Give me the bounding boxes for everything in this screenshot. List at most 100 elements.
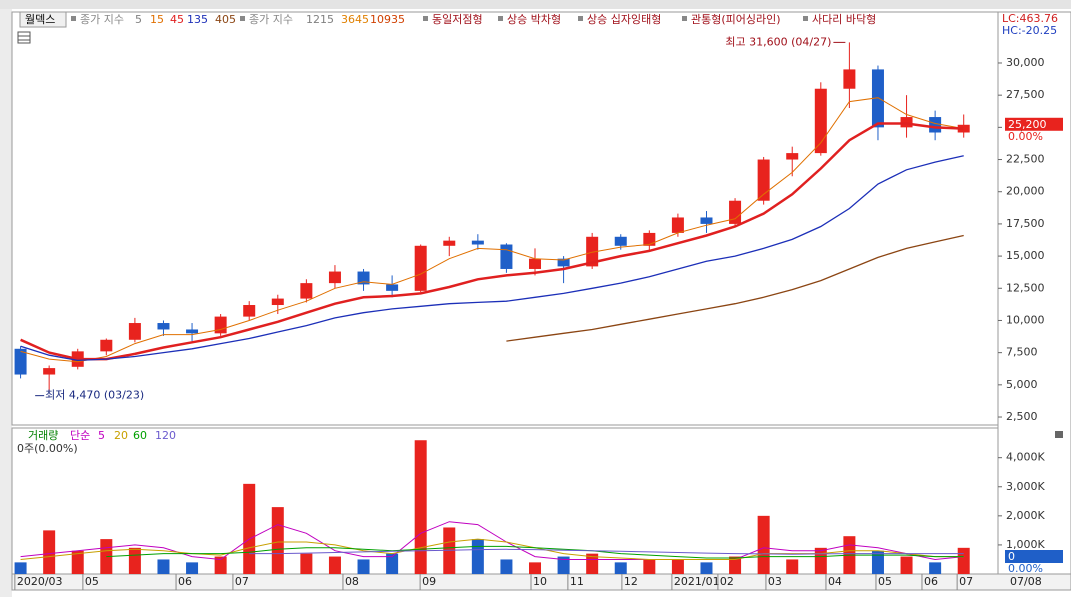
x-tick-label: 04 bbox=[828, 575, 842, 588]
low-note: 최저 4,470 (03/23) bbox=[45, 389, 144, 402]
candle-body bbox=[100, 339, 113, 352]
volume-change: 0.00% bbox=[1008, 562, 1043, 575]
right-axis bbox=[997, 11, 1071, 575]
candle-body bbox=[586, 236, 599, 267]
candle-body bbox=[300, 283, 313, 299]
volume-bar bbox=[586, 553, 599, 574]
moving-average bbox=[506, 234, 964, 342]
candle-body bbox=[157, 323, 170, 330]
x-tick-label: 07 bbox=[959, 575, 973, 588]
last-price-label: 25,200 bbox=[1008, 118, 1047, 131]
candle-body bbox=[500, 244, 513, 269]
candle-body bbox=[243, 305, 256, 317]
volume-bar bbox=[643, 559, 656, 574]
volume-bar bbox=[557, 556, 570, 574]
x-tick-label: 02 bbox=[720, 575, 734, 588]
candle-body bbox=[614, 236, 627, 246]
candle-body bbox=[443, 240, 456, 246]
legend-entry: 3645 bbox=[341, 13, 369, 26]
candle-body bbox=[43, 368, 56, 375]
volume-bar bbox=[14, 562, 27, 574]
volume-y-tick-label: 3,000K bbox=[1006, 480, 1045, 493]
volume-bar bbox=[300, 553, 313, 574]
candle-body bbox=[357, 271, 370, 285]
volume-bar bbox=[243, 483, 256, 574]
volume-y-tick-label: 4,000K bbox=[1006, 451, 1045, 464]
volume-last-tag bbox=[1005, 550, 1063, 563]
stock-name: 월덱스 bbox=[25, 13, 55, 26]
pattern-marker bbox=[803, 16, 808, 21]
moving-average bbox=[20, 122, 964, 361]
candle-body bbox=[729, 200, 742, 224]
y-tick-label: 20,000 bbox=[1006, 185, 1045, 198]
volume-legend-entry: 60 bbox=[133, 429, 147, 442]
volume-bar bbox=[614, 562, 627, 574]
volume-last-label: 0 bbox=[1008, 550, 1015, 563]
date-bar bbox=[11, 573, 1071, 591]
candle-body bbox=[814, 88, 827, 154]
y-tick-label: 12,500 bbox=[1006, 281, 1045, 294]
candle-body bbox=[786, 153, 799, 160]
y-tick-label: 2,500 bbox=[1006, 410, 1038, 423]
candle-body bbox=[14, 348, 27, 375]
volume-bar bbox=[471, 539, 484, 574]
x-tick-label: 09 bbox=[422, 575, 436, 588]
volume-bar bbox=[71, 550, 84, 574]
y-tick-label: 15,000 bbox=[1006, 249, 1045, 262]
volume-bar bbox=[128, 547, 141, 574]
volume-status: 0주(0.00%) bbox=[17, 442, 78, 455]
high-note: 최고 31,600 (04/27) bbox=[725, 35, 831, 48]
volume-bar bbox=[729, 556, 742, 574]
volume-label: 거래량 bbox=[28, 429, 58, 442]
y-tick-label: 5,000 bbox=[1006, 378, 1038, 391]
legend-entry: 15 bbox=[150, 13, 164, 26]
candle-body bbox=[929, 117, 942, 133]
volume-average bbox=[249, 548, 964, 555]
y-tick-label: 30,000 bbox=[1006, 56, 1045, 69]
volume-average bbox=[106, 545, 964, 559]
volume-bar bbox=[43, 530, 56, 574]
legend-entry: 405 bbox=[215, 13, 236, 26]
pattern-label: 관통형(피어싱라인) bbox=[691, 13, 781, 26]
x-tick-label: 06 bbox=[924, 575, 938, 588]
legend-marker bbox=[240, 16, 245, 21]
volume-bar bbox=[271, 507, 284, 574]
volume-bar bbox=[500, 559, 513, 574]
moving-average bbox=[20, 155, 964, 362]
y-tick-label: 27,500 bbox=[1006, 88, 1045, 101]
lc-label: LC:463.76 bbox=[1002, 12, 1058, 25]
x-tick-label: 06 bbox=[178, 575, 192, 588]
volume-bar bbox=[671, 559, 684, 574]
candle-body bbox=[700, 217, 713, 224]
volume-bar bbox=[414, 440, 427, 574]
candle-body bbox=[214, 316, 227, 334]
stock-box[interactable] bbox=[19, 11, 67, 28]
last-price-tag bbox=[1005, 117, 1063, 131]
legend-label: 종가 지수 bbox=[80, 13, 124, 26]
x-tick-label: 11 bbox=[570, 575, 584, 588]
x-tick-label: 12 bbox=[624, 575, 638, 588]
legend-entry: 135 bbox=[187, 13, 208, 26]
candle-body bbox=[671, 217, 684, 233]
volume-bar bbox=[900, 556, 913, 574]
pattern-label: 사다리 바닥형 bbox=[812, 13, 876, 26]
toolbar bbox=[0, 0, 1071, 9]
pattern-marker bbox=[682, 16, 687, 21]
y-tick-label: 7,500 bbox=[1006, 346, 1038, 359]
pattern-label: 상승 십자잉태형 bbox=[587, 13, 661, 26]
x-tick-label: 05 bbox=[85, 575, 99, 588]
volume-bar bbox=[443, 527, 456, 574]
volume-legend-entry: 120 bbox=[155, 429, 176, 442]
panel-button[interactable] bbox=[1055, 431, 1063, 438]
candle-body bbox=[386, 284, 399, 291]
legend-entry: 45 bbox=[170, 13, 184, 26]
candle-body bbox=[271, 298, 284, 306]
candle-body bbox=[328, 271, 341, 284]
table-icon[interactable] bbox=[17, 31, 31, 44]
volume-ma-label: 단순 bbox=[70, 429, 90, 442]
volume-bar bbox=[214, 556, 227, 574]
volume-bar bbox=[814, 547, 827, 574]
y-tick-label: 17,500 bbox=[1006, 217, 1045, 230]
volume-bar bbox=[700, 562, 713, 574]
